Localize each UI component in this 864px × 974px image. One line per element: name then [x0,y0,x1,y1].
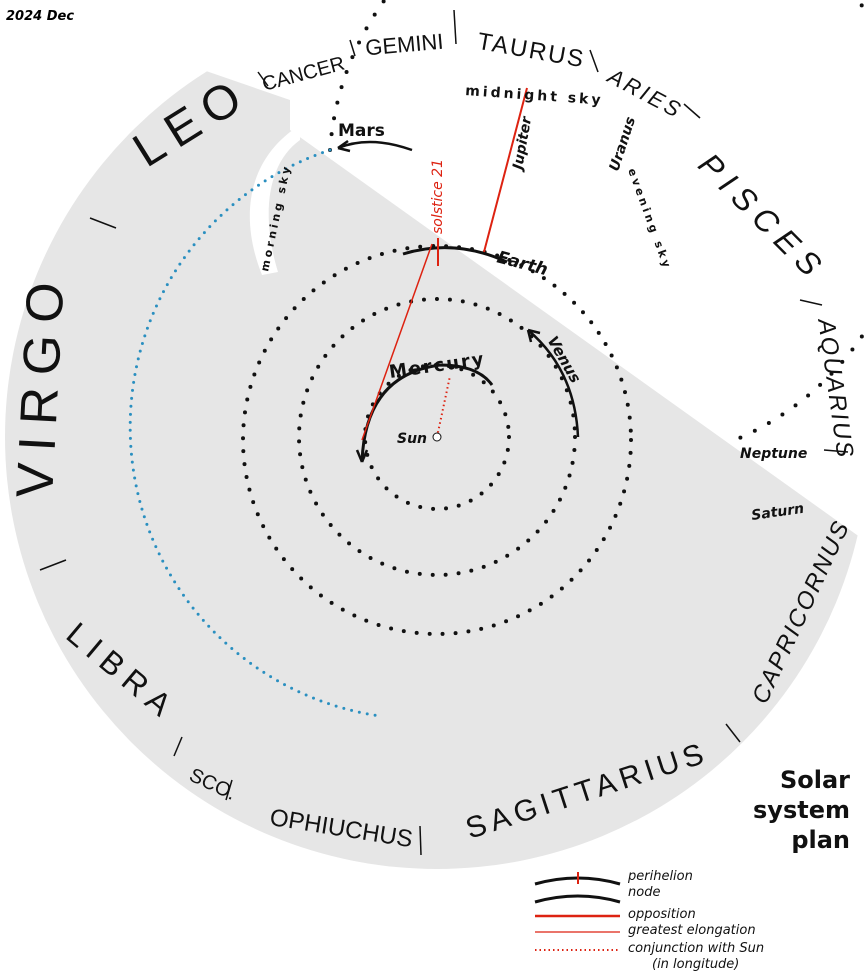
zodiac-label: TAURUS [475,28,587,73]
mars-orbit-morning [128,148,382,718]
zodiac-label: GEMINI [364,29,444,61]
zodiac-label: AQUARIUS [812,315,859,461]
zodiac-label: ARIES [602,62,687,123]
label: solstice 21 [430,159,446,234]
label: Mars [338,121,385,141]
zodiac-label: PISCES [692,146,834,288]
label: Saturn [750,501,805,524]
zodiac-label: VIRGO [6,269,76,499]
label: Earth [495,248,550,281]
legend-label: perihelion [627,869,693,884]
legend-label: greatest elongation [628,923,756,938]
legend-label: node [628,885,660,900]
label: Neptune [740,446,807,462]
label: Uranus [607,115,640,173]
earth-orbit [241,244,633,636]
venus-orbit [297,297,577,577]
title-line: system [753,796,850,824]
legend: perihelion node opposition greatest elon… [534,869,764,972]
legend-label: conjunction with Sun [628,941,764,956]
label: Sun [397,431,427,447]
label: midnight sky [465,83,604,109]
sun [432,432,442,442]
morning-band [249,125,300,275]
title: Solar system plan [753,766,850,854]
zodiac-dividers [39,9,849,856]
title-line: plan [791,826,850,854]
zodiac-label: CANCER [260,53,347,96]
title-line: Solar [780,766,850,794]
date: 2024 Dec [6,9,74,24]
legend-label: opposition [628,907,696,922]
label: evening sky [625,167,674,272]
label: Jupiter [510,115,536,174]
legend-label: (in longitude) [652,957,739,972]
event-lines [361,87,528,441]
